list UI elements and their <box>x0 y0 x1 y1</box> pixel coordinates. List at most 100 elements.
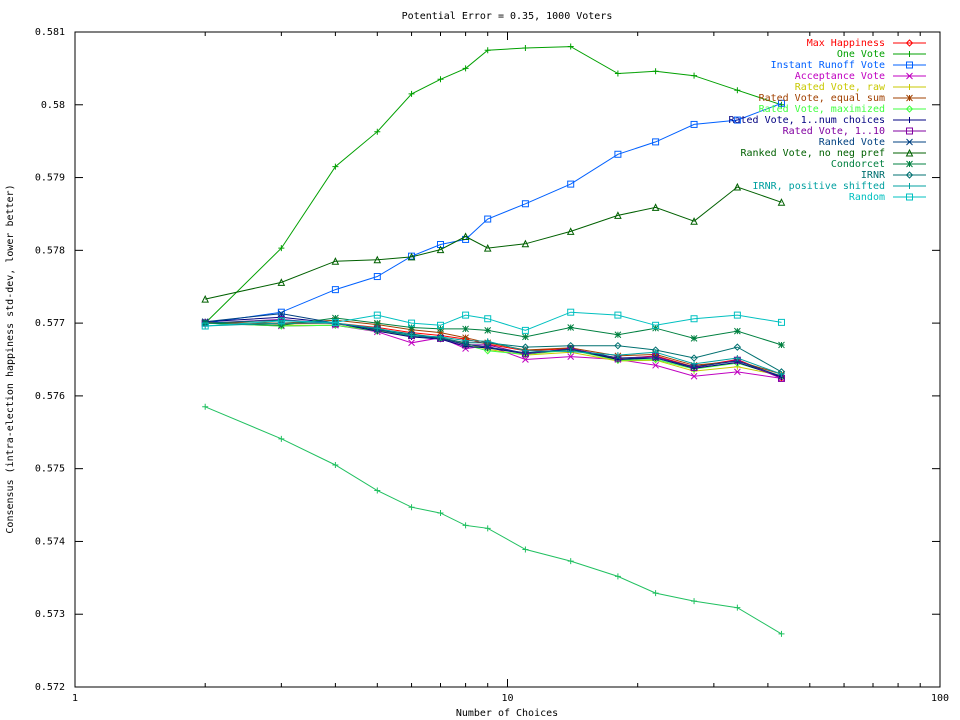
legend-label: Rated Vote, 1..10 <box>783 126 885 137</box>
y-tick-label: 0.579 <box>35 173 65 184</box>
data-point <box>567 43 574 50</box>
data-point <box>690 335 698 342</box>
y-axis: 0.572 0.573 0.574 0.575 0.576 0.577 0.578 0.579… <box>35 27 940 693</box>
data-point <box>652 68 659 75</box>
y-tick-label: 0.58 <box>41 100 65 111</box>
x-tick-label: 10 <box>501 693 513 704</box>
chart-title: Potential Error = 0.35, 1000 Voters <box>402 11 613 22</box>
data-point <box>567 308 575 316</box>
data-point <box>614 331 622 339</box>
data-point <box>521 200 529 208</box>
data-point <box>733 343 742 351</box>
data-point <box>522 45 529 52</box>
data-point <box>614 352 621 359</box>
series-line <box>205 102 782 324</box>
legend-marker-swatch <box>906 94 913 102</box>
data-point <box>690 217 698 225</box>
data-point <box>437 333 444 340</box>
legend-label: Acceptance Vote <box>795 71 885 82</box>
legend-marker-swatch <box>906 61 913 69</box>
series-group <box>201 43 786 637</box>
data-point <box>462 311 470 319</box>
legend-marker-swatch <box>905 39 914 47</box>
data-point <box>277 278 286 286</box>
data-point <box>777 99 785 107</box>
y-tick-label: 0.577 <box>35 318 65 329</box>
data-point <box>332 163 339 170</box>
series-line <box>205 406 782 635</box>
data-point <box>522 347 529 354</box>
data-point <box>484 525 491 532</box>
legend-label: Rated Vote, raw <box>795 82 886 93</box>
legend-label: IRNR, positive shifted <box>753 181 885 192</box>
data-point <box>202 403 209 410</box>
data-point <box>778 630 785 637</box>
legend-label: Condorcet <box>831 159 885 170</box>
data-point <box>462 337 469 344</box>
data-point <box>484 327 492 334</box>
data-point <box>461 339 470 347</box>
data-point <box>652 321 660 329</box>
series-15 <box>202 403 785 637</box>
y-tick-label: 0.578 <box>35 245 65 256</box>
legend-marker-swatch <box>906 117 913 123</box>
data-point <box>614 150 622 158</box>
series-10 <box>201 182 786 303</box>
data-point <box>652 354 659 362</box>
legend-label: Ranked Vote, no neg pref <box>741 148 886 159</box>
series-1 <box>202 43 785 327</box>
y-tick-label: 0.581 <box>35 27 65 38</box>
legend-marker-swatch <box>906 183 913 189</box>
data-point <box>437 325 444 333</box>
x-axis-label: Number of Choices <box>456 708 558 719</box>
legend-label: Rated Vote, equal sum <box>759 93 885 104</box>
y-tick-label: 0.572 <box>35 682 65 693</box>
data-point <box>332 462 339 469</box>
data-point <box>734 604 741 611</box>
y-tick-label: 0.574 <box>35 536 65 547</box>
data-point <box>373 319 381 327</box>
data-point <box>521 326 529 334</box>
legend-marker-swatch <box>906 51 913 57</box>
data-point <box>462 522 469 529</box>
data-point <box>651 203 660 211</box>
data-point <box>483 244 492 252</box>
data-point <box>734 327 741 335</box>
data-point <box>484 315 492 323</box>
data-point <box>408 332 415 339</box>
data-point <box>437 510 444 517</box>
legend-marker-swatch <box>905 148 914 157</box>
data-point <box>567 353 575 360</box>
legend-marker-swatch <box>906 127 913 135</box>
data-point <box>462 65 469 72</box>
data-point <box>652 349 659 356</box>
data-point <box>332 314 339 322</box>
data-point <box>691 360 698 367</box>
legend-marker-swatch <box>906 138 913 146</box>
data-point <box>436 245 445 254</box>
legend-marker-swatch <box>905 171 914 179</box>
data-point <box>331 257 340 265</box>
data-point <box>567 558 574 565</box>
legend-label: Rated Vote, maximized <box>759 104 885 115</box>
data-point <box>567 180 575 188</box>
data-point <box>408 324 415 331</box>
series-line <box>204 46 782 324</box>
x-tick-label: 100 <box>931 693 949 704</box>
data-point <box>734 87 741 94</box>
data-point <box>691 72 698 79</box>
data-point <box>331 318 339 326</box>
data-point <box>201 322 209 330</box>
data-point <box>614 341 622 350</box>
data-point <box>462 325 469 333</box>
data-point <box>408 504 415 511</box>
legend-marker-swatch <box>906 193 913 201</box>
data-point <box>278 310 285 318</box>
data-point <box>408 319 416 327</box>
y-tick-label: 0.576 <box>35 391 65 402</box>
data-point <box>201 294 210 303</box>
data-point <box>614 211 622 219</box>
series-2 <box>201 99 785 327</box>
